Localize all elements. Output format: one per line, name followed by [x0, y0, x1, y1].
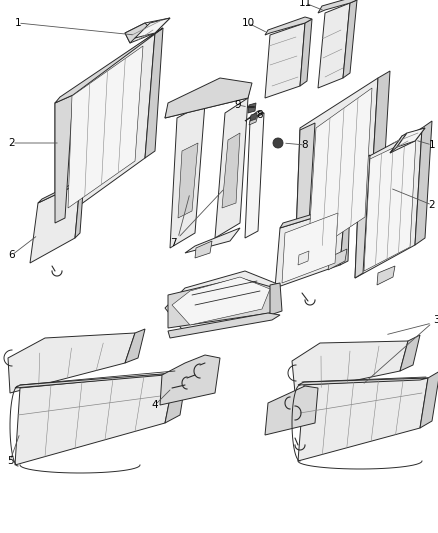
Polygon shape [165, 366, 188, 423]
Polygon shape [415, 121, 432, 245]
Polygon shape [298, 378, 428, 461]
Polygon shape [400, 335, 420, 371]
Polygon shape [68, 46, 143, 208]
Polygon shape [165, 78, 252, 118]
Polygon shape [125, 23, 150, 43]
Polygon shape [165, 271, 280, 333]
Text: 3: 3 [433, 315, 438, 325]
Polygon shape [185, 228, 240, 253]
Polygon shape [318, 3, 350, 88]
Text: 4: 4 [152, 400, 158, 410]
Text: 5: 5 [7, 456, 13, 466]
Polygon shape [340, 203, 350, 265]
Text: 1: 1 [429, 140, 435, 150]
Polygon shape [343, 0, 357, 78]
Polygon shape [265, 386, 318, 435]
Text: 1: 1 [15, 18, 21, 28]
Text: 6: 6 [9, 250, 15, 260]
Polygon shape [245, 113, 264, 238]
Polygon shape [270, 283, 282, 315]
Polygon shape [298, 251, 309, 265]
Polygon shape [15, 373, 175, 465]
Polygon shape [295, 123, 315, 263]
Polygon shape [275, 208, 345, 288]
Polygon shape [318, 0, 357, 13]
Polygon shape [248, 103, 256, 113]
Polygon shape [300, 19, 312, 86]
Polygon shape [170, 103, 205, 248]
Polygon shape [165, 88, 250, 118]
Polygon shape [390, 133, 407, 153]
Polygon shape [298, 378, 428, 385]
Polygon shape [222, 133, 240, 208]
Polygon shape [75, 178, 84, 238]
Polygon shape [390, 128, 425, 153]
Polygon shape [215, 98, 248, 238]
Polygon shape [397, 128, 425, 147]
Polygon shape [249, 115, 258, 125]
Text: 2: 2 [429, 200, 435, 210]
Polygon shape [355, 155, 370, 278]
Polygon shape [250, 113, 257, 121]
Polygon shape [364, 137, 416, 271]
Polygon shape [280, 203, 350, 228]
Text: 2: 2 [9, 138, 15, 148]
Polygon shape [282, 213, 338, 283]
Text: 8: 8 [302, 140, 308, 150]
Polygon shape [55, 33, 155, 223]
Text: 10: 10 [241, 18, 254, 28]
Polygon shape [328, 249, 347, 270]
Polygon shape [292, 341, 408, 393]
Polygon shape [30, 183, 80, 263]
Polygon shape [195, 241, 212, 258]
Polygon shape [15, 373, 175, 388]
Polygon shape [265, 23, 305, 98]
Polygon shape [172, 277, 270, 325]
Polygon shape [160, 355, 220, 405]
Polygon shape [420, 371, 438, 428]
Polygon shape [178, 143, 198, 218]
Polygon shape [145, 28, 163, 158]
Polygon shape [8, 333, 135, 393]
Polygon shape [55, 28, 163, 103]
Polygon shape [377, 266, 395, 285]
Polygon shape [308, 88, 372, 255]
Polygon shape [125, 329, 145, 363]
Text: 8: 8 [257, 110, 263, 120]
Polygon shape [168, 278, 275, 328]
Polygon shape [265, 17, 312, 35]
Polygon shape [38, 178, 84, 203]
Polygon shape [245, 111, 264, 121]
Polygon shape [55, 95, 73, 223]
Polygon shape [370, 71, 390, 213]
Polygon shape [125, 18, 170, 43]
Polygon shape [295, 78, 378, 263]
Polygon shape [168, 313, 280, 338]
Text: 7: 7 [170, 238, 177, 248]
Text: 9: 9 [235, 100, 241, 110]
Polygon shape [355, 128, 422, 278]
Text: 11: 11 [298, 0, 311, 8]
Polygon shape [135, 18, 170, 38]
Circle shape [273, 138, 283, 148]
